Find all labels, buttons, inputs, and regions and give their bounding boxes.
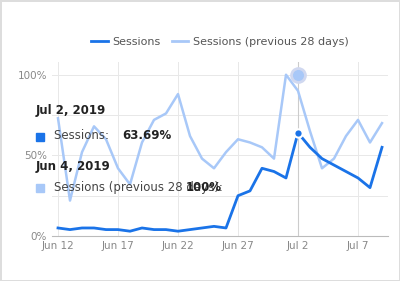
Text: Sessions (previous 28 days):: Sessions (previous 28 days): bbox=[54, 181, 227, 194]
Text: Jul 2, 2019: Jul 2, 2019 bbox=[36, 104, 106, 117]
Legend: Sessions, Sessions (previous 28 days): Sessions, Sessions (previous 28 days) bbox=[87, 33, 353, 51]
Text: 100%: 100% bbox=[186, 181, 222, 194]
Text: 63.69%: 63.69% bbox=[122, 129, 171, 142]
Text: Jun 4, 2019: Jun 4, 2019 bbox=[36, 160, 111, 173]
Text: Sessions:: Sessions: bbox=[54, 129, 113, 142]
